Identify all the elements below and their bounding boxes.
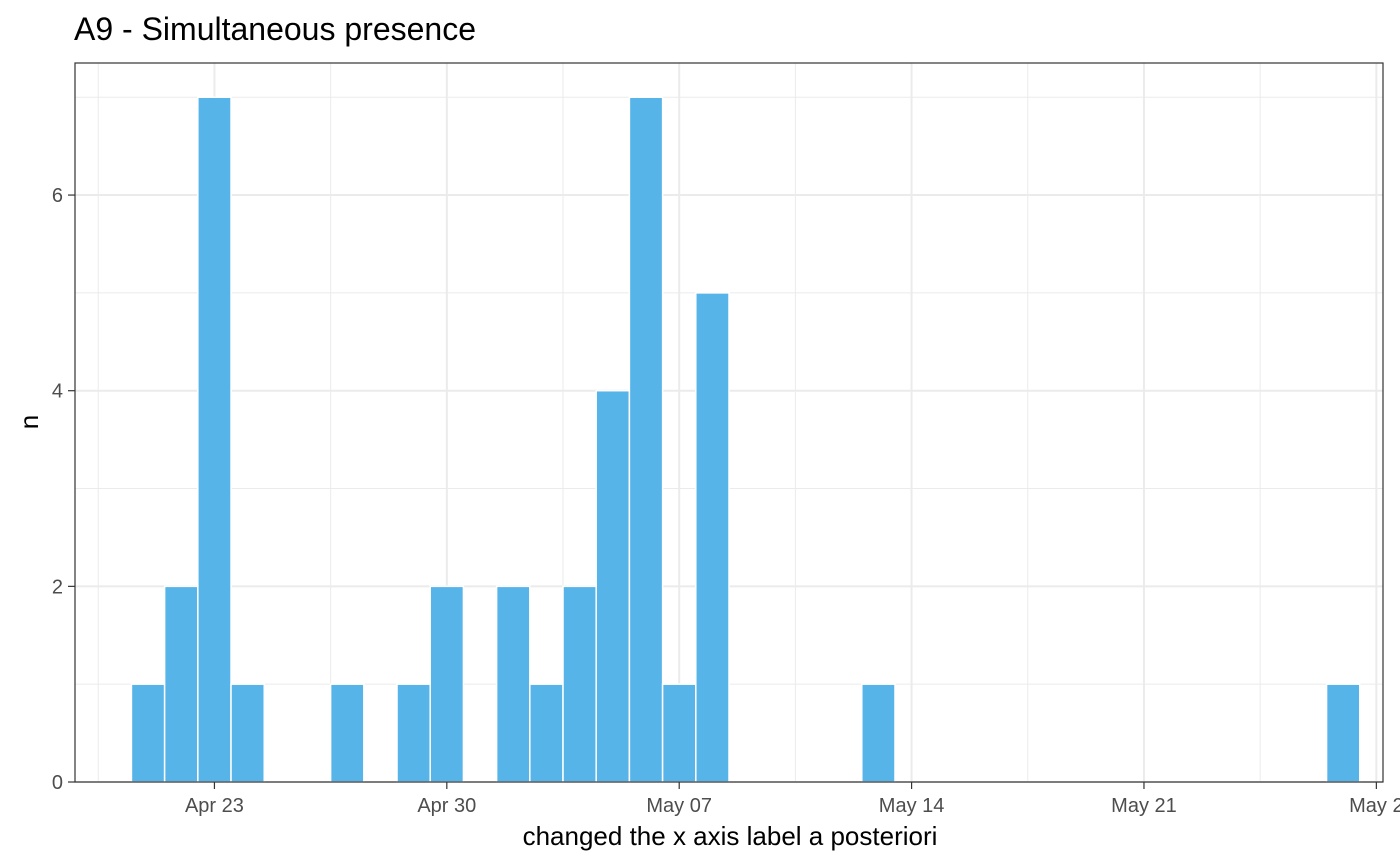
- y-tick-label: 6: [52, 185, 63, 207]
- bar-2021-05-06: [628, 96, 664, 783]
- bar-2021-04-22: [163, 585, 199, 783]
- bars: [130, 96, 1361, 783]
- y-axis-ticks: 0 2 4 6: [52, 185, 75, 794]
- bar-2021-04-30: [429, 585, 465, 783]
- bar-2021-05-08: [695, 292, 730, 783]
- bar-2021-05-27: [1325, 683, 1361, 783]
- x-tick-label: May 21: [1111, 795, 1177, 817]
- bar-2021-05-03: [529, 683, 564, 783]
- bar-2021-04-24: [230, 683, 265, 783]
- bar-2021-05-13: [861, 683, 896, 783]
- bar-2021-05-04: [562, 585, 597, 783]
- y-tick-label: 0: [52, 772, 63, 794]
- x-axis-ticks: Apr 23 Apr 30 May 07 May 14 May 21 May 2: [185, 782, 1400, 817]
- x-tick-label: Apr 23: [185, 795, 244, 817]
- x-tick-label: May 2: [1349, 795, 1400, 817]
- bar-2021-04-23: [197, 96, 232, 783]
- x-tick-label: Apr 30: [417, 795, 476, 817]
- bar-2021-04-29: [396, 683, 431, 783]
- x-tick-label: May 07: [646, 795, 712, 817]
- bar-2021-05-07: [661, 683, 697, 783]
- bar-2021-05-05: [595, 389, 631, 783]
- x-tick-label: May 14: [879, 795, 945, 817]
- bar-2021-05-02: [495, 585, 531, 783]
- bar-2021-04-21: [130, 683, 166, 783]
- bar-2021-04-27: [329, 683, 365, 783]
- panel-border: [74, 62, 1384, 783]
- chart-title: A9 - Simultaneous presence: [74, 11, 476, 47]
- y-axis-title: n: [14, 415, 44, 429]
- y-tick-label: 2: [52, 576, 63, 598]
- x-axis-title: changed the x axis label a posteriori: [523, 821, 938, 851]
- y-tick-label: 4: [52, 381, 63, 403]
